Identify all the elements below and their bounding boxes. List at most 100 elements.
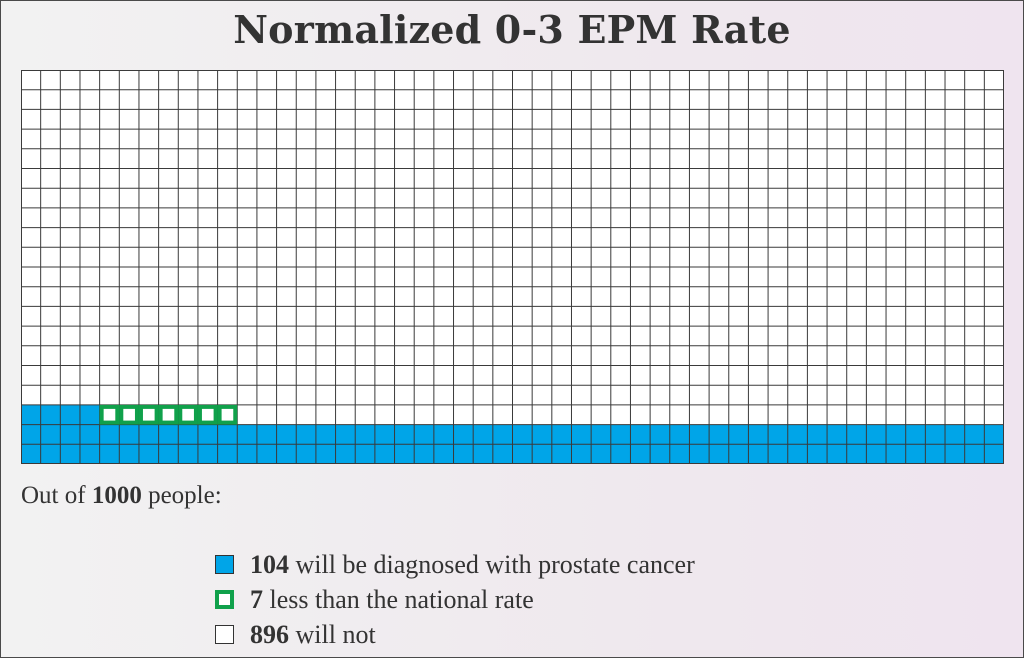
waffle-cell-diagnosed: [669, 424, 690, 445]
waffle-cell-diagnosed: [807, 424, 828, 445]
waffle-cell-diagnosed: [945, 424, 965, 445]
waffle-cell-diagnosed: [866, 444, 887, 464]
waffle-cell-diagnosed: [237, 424, 257, 445]
waffle-cell-diagnosed: [787, 424, 808, 445]
legend-label-less-than-national: 7 less than the national rate: [250, 584, 534, 614]
legend-number-less-than-national: 7: [250, 584, 263, 614]
waffle-cell-diagnosed: [473, 444, 493, 464]
waffle-cell-diagnosed: [709, 444, 729, 464]
waffle-cell-less-than-national: [138, 404, 159, 425]
legend-item-diagnosed: 104 will be diagnosed with prostate canc…: [215, 547, 695, 582]
waffle-cell-diagnosed: [571, 424, 592, 445]
waffle-cell-diagnosed: [335, 444, 356, 464]
waffle-cell-less-than-national: [217, 404, 238, 425]
waffle-cell-diagnosed: [984, 424, 1004, 445]
waffle-gridlines: [21, 70, 1004, 464]
waffle-cell-diagnosed: [40, 444, 61, 464]
waffle-cell-diagnosed: [591, 424, 611, 445]
waffle-cell-diagnosed: [453, 444, 474, 464]
waffle-cell-diagnosed: [197, 444, 218, 464]
waffle-cell-diagnosed: [689, 424, 710, 445]
waffle-cell-diagnosed: [79, 404, 100, 425]
waffle-cell-diagnosed: [984, 444, 1004, 464]
waffle-cell-diagnosed: [551, 444, 572, 464]
legend-label-not-diagnosed: 896 will not: [250, 619, 376, 649]
caption: Out of 1000 people:: [21, 481, 222, 511]
legend-text-less-than-national: less than the national rate: [269, 584, 534, 614]
waffle-cell-diagnosed: [119, 444, 139, 464]
waffle-cell-diagnosed: [807, 444, 828, 464]
waffle-cell-diagnosed: [846, 444, 867, 464]
waffle-cell-diagnosed: [925, 444, 946, 464]
waffle-cell-less-than-national: [158, 404, 179, 425]
waffle-cell-diagnosed: [532, 424, 552, 445]
waffle-cell-diagnosed: [827, 424, 847, 445]
waffle-cell-diagnosed: [138, 444, 159, 464]
waffle-cell-diagnosed: [237, 444, 257, 464]
waffle-cell-diagnosed: [728, 444, 749, 464]
waffle-cell-diagnosed: [591, 444, 611, 464]
waffle-cell-diagnosed: [40, 424, 61, 445]
waffle-cell-diagnosed: [60, 444, 80, 464]
waffle-cell-diagnosed: [964, 444, 985, 464]
waffle-cell-diagnosed: [492, 444, 513, 464]
waffle-cell-diagnosed: [217, 444, 238, 464]
waffle-cell-diagnosed: [630, 444, 651, 464]
waffle-cell-diagnosed: [630, 424, 651, 445]
waffle-grid: [21, 70, 1004, 464]
waffle-cell-diagnosed: [414, 444, 434, 464]
waffle-cell-diagnosed: [276, 424, 297, 445]
waffle-cell-less-than-national: [178, 404, 198, 425]
waffle-cell-diagnosed: [827, 444, 847, 464]
waffle-cell-diagnosed: [197, 424, 218, 445]
waffle-cell-diagnosed: [60, 424, 80, 445]
waffle-cell-diagnosed: [394, 444, 415, 464]
waffle-cell-diagnosed: [689, 444, 710, 464]
waffle-cell-diagnosed: [355, 444, 375, 464]
waffle-cell-diagnosed: [886, 424, 906, 445]
legend-text-not-diagnosed: will not: [295, 619, 376, 649]
waffle-cell-diagnosed: [158, 424, 179, 445]
waffle-cell-diagnosed: [79, 424, 100, 445]
waffle-cell-diagnosed: [394, 424, 415, 445]
waffle-cell-diagnosed: [217, 424, 238, 445]
waffle-cell-diagnosed: [178, 424, 198, 445]
legend-number-diagnosed: 104: [250, 549, 289, 579]
waffle-cell-diagnosed: [945, 444, 965, 464]
waffle-cell-diagnosed: [905, 424, 926, 445]
waffle-cell-diagnosed: [60, 404, 80, 425]
waffle-cell-diagnosed: [846, 424, 867, 445]
waffle-cell-diagnosed: [414, 424, 434, 445]
waffle-cell-diagnosed: [473, 424, 493, 445]
waffle-cell-diagnosed: [453, 424, 474, 445]
legend-label-diagnosed: 104 will be diagnosed with prostate canc…: [250, 549, 695, 579]
waffle-cell-diagnosed: [787, 444, 808, 464]
waffle-cell-diagnosed: [768, 444, 788, 464]
waffle-cell-diagnosed: [433, 444, 454, 464]
waffle-cell-diagnosed: [158, 444, 179, 464]
waffle-cell-diagnosed: [728, 424, 749, 445]
waffle-cell-diagnosed: [374, 424, 395, 445]
waffle-cell-diagnosed: [650, 444, 670, 464]
legend-text-diagnosed: will be diagnosed with prostate cancer: [295, 549, 695, 579]
waffle-cell-diagnosed: [355, 424, 375, 445]
waffle-cell-less-than-national: [99, 404, 120, 425]
waffle-cell-diagnosed: [532, 444, 552, 464]
waffle-cell-diagnosed: [119, 424, 139, 445]
legend-swatch-less-than-national: [215, 590, 234, 609]
legend: 104 will be diagnosed with prostate canc…: [215, 547, 695, 652]
waffle-cell-diagnosed: [610, 444, 631, 464]
legend-item-less-than-national: 7 less than the national rate: [215, 582, 695, 617]
waffle-cell-diagnosed: [315, 444, 336, 464]
waffle-cell-diagnosed: [21, 404, 41, 425]
caption-total: 1000: [91, 482, 142, 509]
waffle-grid-svg: [21, 70, 1004, 464]
waffle-cell-diagnosed: [709, 424, 729, 445]
waffle-cell-diagnosed: [551, 424, 572, 445]
waffle-cell-diagnosed: [512, 444, 533, 464]
waffle-cell-diagnosed: [669, 444, 690, 464]
waffle-cell-diagnosed: [21, 424, 41, 445]
waffle-cell-diagnosed: [296, 444, 316, 464]
waffle-cell-diagnosed: [138, 424, 159, 445]
